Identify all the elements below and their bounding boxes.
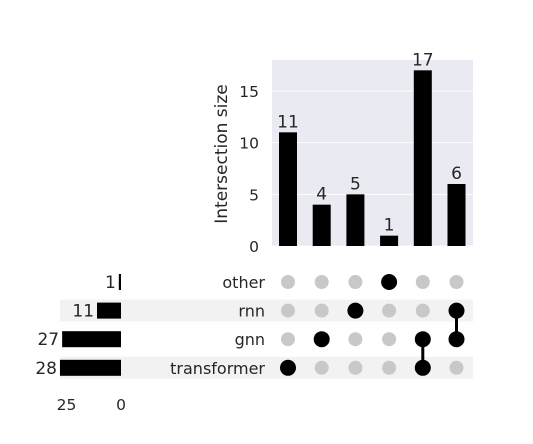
y-tick-label: 5 [249, 186, 259, 204]
y-tick-label: 10 [239, 135, 259, 153]
set-names: other rnn gnn transformer [170, 273, 265, 378]
matrix-dot-empty [348, 360, 363, 375]
intersection-bar-label: 1 [384, 216, 395, 236]
matrix-dot-filled [280, 359, 296, 376]
intersection-bar-label: 6 [451, 164, 462, 184]
matrix-dot-empty [281, 303, 295, 318]
intersection-bar-label: 17 [412, 50, 434, 70]
set-name-other: other [222, 273, 265, 292]
matrix-stripe-rnn [60, 299, 473, 322]
matrix-dot-empty [382, 303, 397, 318]
matrix-dot-filled [414, 359, 431, 376]
matrix-dot-empty [449, 360, 464, 375]
y-tick-label: 0 [249, 238, 259, 256]
intersection-bar [279, 132, 297, 246]
matrix-dot-empty [382, 360, 397, 375]
set-size-label: 11 [72, 302, 94, 322]
matrix-dot-filled [414, 331, 431, 348]
set-size-label: 27 [37, 330, 59, 350]
set-size-bar [118, 274, 121, 290]
set-name-gnn: gnn [235, 330, 265, 349]
matrix-dot-empty [314, 303, 329, 318]
matrix-stripes [60, 299, 473, 379]
intersection-bar-labels: 11 4 5 1 17 6 [277, 50, 462, 235]
set-name-rnn: rnn [238, 302, 265, 321]
intersection-bar-label: 4 [316, 185, 327, 205]
matrix-dot-empty [449, 275, 464, 289]
intersection-y-ticks: 0 5 10 15 [239, 83, 259, 256]
matrix-dot-filled [313, 331, 330, 348]
set-size-tick-label: 25 [57, 396, 77, 414]
matrix-dot-filled [347, 302, 364, 319]
intersection-bar [312, 204, 331, 246]
matrix-dot-empty [348, 332, 363, 347]
intersection-bars [279, 70, 466, 246]
intersection-bar-label: 11 [277, 112, 299, 132]
matrix-dot-filled [448, 302, 465, 319]
intersection-bar [447, 184, 466, 246]
matrix-dot-empty [314, 360, 329, 375]
set-size-label: 1 [105, 273, 116, 293]
set-size-label: 28 [35, 359, 57, 379]
y-tick-label: 15 [239, 83, 259, 101]
matrix-dot-empty [348, 275, 363, 289]
matrix-dot-empty [281, 275, 295, 289]
set-size-bar [59, 359, 121, 376]
set-size-tick-label: 0 [116, 396, 126, 414]
matrix-dot-empty [281, 332, 295, 347]
set-size-bars [59, 274, 121, 376]
intersection-bar-label: 5 [350, 174, 361, 194]
intersection-plot-background [272, 60, 473, 246]
set-size-ticks: 25 0 [57, 396, 126, 414]
intersection-bar [346, 194, 365, 246]
set-size-bar [62, 331, 121, 348]
matrix-dot-empty [415, 303, 430, 318]
intersection-gridlines [272, 90, 473, 247]
intersection-bar [380, 235, 399, 246]
set-name-transformer: transformer [170, 359, 265, 378]
matrix-dot-empty [415, 275, 430, 289]
intersection-y-axis-title: Intersection size [212, 84, 232, 224]
matrix-dot-filled [381, 274, 398, 290]
matrix-dot-filled [448, 331, 465, 348]
matrix-stripe-transformer [60, 356, 473, 379]
matrix-dot-empty [314, 275, 329, 289]
matrix-dot-empty [382, 332, 397, 347]
set-size-bar [97, 302, 121, 319]
membership-matrix [280, 274, 465, 376]
intersection-bar [413, 70, 432, 246]
